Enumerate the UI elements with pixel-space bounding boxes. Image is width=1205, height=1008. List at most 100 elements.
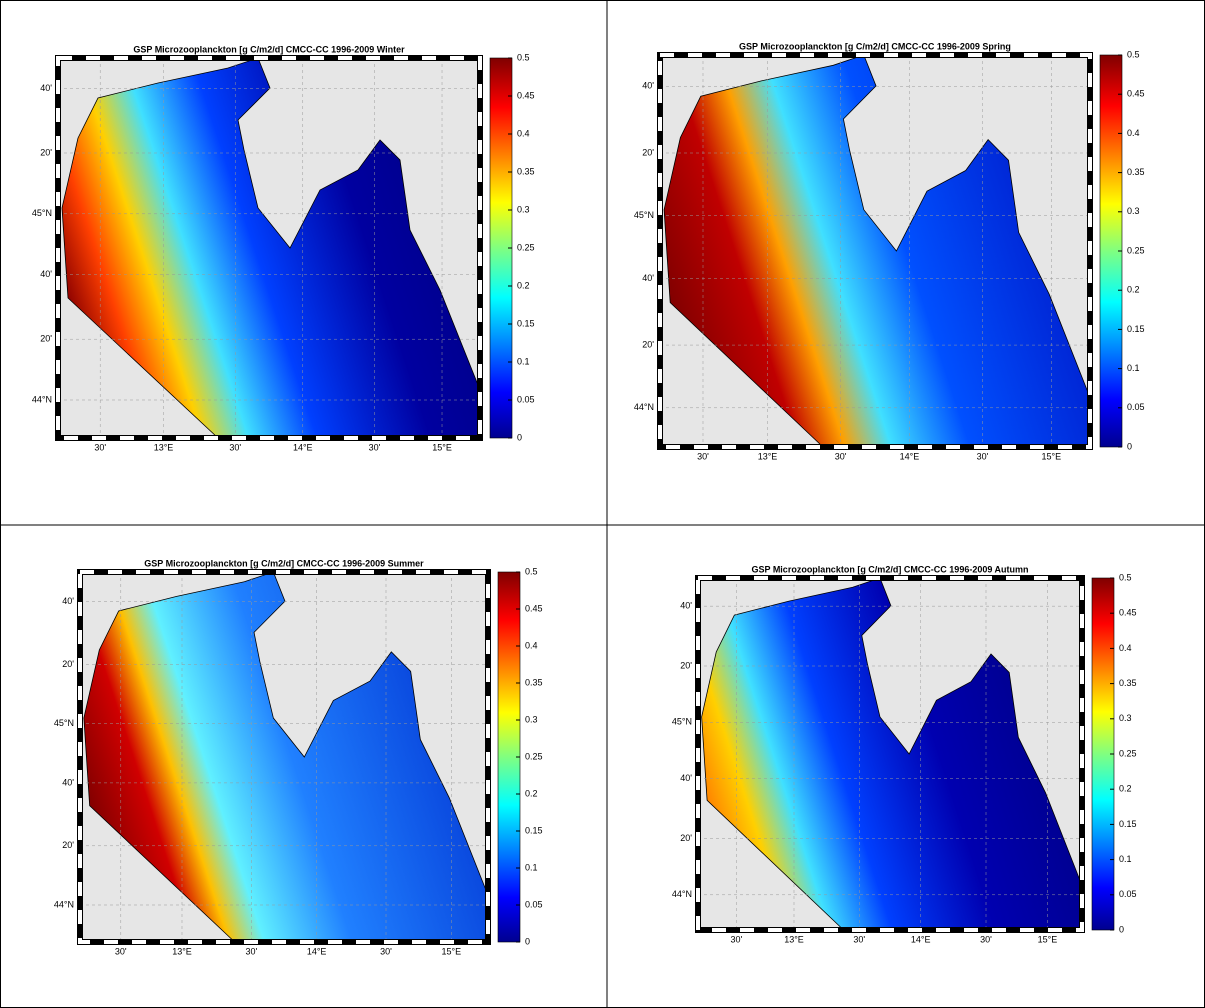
map-panel: GSP Microzooplanckton [g C/m2/d] CMCC-CC… bbox=[672, 564, 1137, 944]
colorbar-tick-label: 0.1 bbox=[1119, 854, 1132, 864]
lon-label: 30' bbox=[380, 946, 392, 956]
lat-label: 44°N bbox=[672, 889, 692, 899]
lat-label: 20' bbox=[62, 840, 74, 850]
lat-label: 20' bbox=[642, 339, 654, 349]
lon-label: 13°E bbox=[784, 934, 804, 944]
colorbar-tick-label: 0.35 bbox=[525, 677, 543, 687]
lon-label: 14°E bbox=[900, 451, 920, 461]
lon-label: 14°E bbox=[293, 442, 313, 452]
colorbar-tick-label: 0.35 bbox=[1119, 678, 1137, 688]
lat-label: 40' bbox=[62, 777, 74, 787]
lat-label: 45°N bbox=[32, 208, 52, 218]
colorbar-tick-label: 0 bbox=[1119, 924, 1124, 934]
lon-label: 30' bbox=[94, 442, 106, 452]
colorbar-tick-label: 0.1 bbox=[525, 862, 538, 872]
lat-label: 40' bbox=[680, 773, 692, 783]
colorbar-tick-label: 0.45 bbox=[1127, 89, 1145, 99]
lon-label: 30' bbox=[977, 451, 989, 461]
lon-label: 30' bbox=[245, 946, 257, 956]
map-frame-dash bbox=[56, 56, 482, 440]
lat-label: 40' bbox=[62, 596, 74, 606]
colorbar-tick-label: 0.2 bbox=[1127, 285, 1140, 295]
lon-label: 30' bbox=[853, 934, 865, 944]
lon-label: 30' bbox=[697, 451, 709, 461]
map-frame-dash bbox=[658, 53, 1092, 449]
lon-label: 15°E bbox=[1041, 451, 1061, 461]
colorbar-tick-label: 0.1 bbox=[1127, 363, 1140, 373]
lon-label: 15°E bbox=[432, 442, 452, 452]
colorbar-tick-label: 0.3 bbox=[1119, 713, 1132, 723]
colorbar-tick-label: 0.25 bbox=[525, 751, 543, 761]
lat-label: 45°N bbox=[672, 717, 692, 727]
lon-label: 30' bbox=[115, 946, 127, 956]
colorbar-tick-label: 0.45 bbox=[1119, 608, 1137, 618]
lon-label: 13°E bbox=[758, 451, 778, 461]
colorbar-tick-label: 0.4 bbox=[1119, 643, 1132, 653]
lon-label: 13°E bbox=[154, 442, 174, 452]
lat-label: 44°N bbox=[634, 402, 654, 412]
lon-label: 30' bbox=[229, 442, 241, 452]
colorbar-tick-label: 0.5 bbox=[517, 52, 530, 62]
lat-label: 45°N bbox=[54, 718, 74, 728]
map-frame-dash bbox=[78, 570, 490, 944]
lon-label: 30' bbox=[835, 451, 847, 461]
colorbar-tick-label: 0.15 bbox=[525, 825, 543, 835]
colorbar-tick-label: 0.3 bbox=[525, 714, 538, 724]
lon-label: 13°E bbox=[172, 946, 192, 956]
colorbar-tick-label: 0.05 bbox=[517, 394, 535, 404]
colorbar-tick-label: 0.2 bbox=[525, 788, 538, 798]
lat-label: 20' bbox=[40, 147, 52, 157]
map-panel: GSP Microzooplanckton [g C/m2/d] CMCC-CC… bbox=[634, 41, 1145, 461]
colorbar-tick-label: 0.35 bbox=[1127, 167, 1145, 177]
lon-label: 30' bbox=[980, 934, 992, 944]
colorbar-tick-label: 0 bbox=[517, 432, 522, 442]
colorbar-tick-label: 0.05 bbox=[1127, 402, 1145, 412]
colorbar-tick-label: 0.2 bbox=[1119, 784, 1132, 794]
colorbar-tick-label: 0.15 bbox=[517, 318, 535, 328]
colorbar-tick-label: 0.4 bbox=[1127, 128, 1140, 138]
lat-label: 20' bbox=[40, 334, 52, 344]
lat-label: 44°N bbox=[54, 899, 74, 909]
colorbar-tick-label: 0.2 bbox=[517, 280, 530, 290]
lon-label: 15°E bbox=[1038, 934, 1058, 944]
colorbar-tick-label: 0.25 bbox=[517, 242, 535, 252]
colorbar-tick-label: 0.5 bbox=[1127, 49, 1140, 59]
colorbar-tick-label: 0.15 bbox=[1127, 324, 1145, 334]
lat-label: 45°N bbox=[634, 210, 654, 220]
colorbar-tick-label: 0.3 bbox=[1127, 206, 1140, 216]
lat-label: 20' bbox=[642, 147, 654, 157]
colorbar-tick-label: 0.5 bbox=[525, 566, 538, 576]
colorbar-tick-label: 0.05 bbox=[1119, 889, 1137, 899]
colorbar-tick-label: 0.45 bbox=[517, 90, 535, 100]
colorbar-tick-label: 0.35 bbox=[517, 166, 535, 176]
lon-label: 14°E bbox=[307, 946, 327, 956]
colorbar-tick-label: 0 bbox=[1127, 441, 1132, 451]
panel-title: GSP Microzooplanckton [g C/m2/d] CMCC-CC… bbox=[144, 558, 424, 568]
lon-label: 15°E bbox=[441, 946, 461, 956]
lat-label: 20' bbox=[680, 833, 692, 843]
panel-title: GSP Microzooplanckton [g C/m2/d] CMCC-CC… bbox=[739, 41, 1011, 51]
colorbar-tick-label: 0.1 bbox=[517, 356, 530, 366]
lat-label: 40' bbox=[680, 601, 692, 611]
lat-label: 40' bbox=[642, 273, 654, 283]
lat-label: 40' bbox=[642, 81, 654, 91]
map-panel: GSP Microzooplanckton [g C/m2/d] CMCC-CC… bbox=[32, 44, 535, 452]
lat-label: 20' bbox=[680, 660, 692, 670]
colorbar-tick-label: 0.3 bbox=[517, 204, 530, 214]
map-frame-dash bbox=[696, 576, 1084, 932]
lon-label: 30' bbox=[369, 442, 381, 452]
colorbar-tick-label: 0 bbox=[525, 936, 530, 946]
colorbar-tick-label: 0.25 bbox=[1119, 748, 1137, 758]
lat-label: 40' bbox=[40, 269, 52, 279]
map-panel: GSP Microzooplanckton [g C/m2/d] CMCC-CC… bbox=[54, 558, 543, 956]
colorbar-tick-label: 0.05 bbox=[525, 899, 543, 909]
lon-label: 14°E bbox=[911, 934, 931, 944]
lon-label: 30' bbox=[731, 934, 743, 944]
lat-label: 40' bbox=[40, 83, 52, 93]
colorbar-tick-label: 0.45 bbox=[525, 603, 543, 613]
lat-label: 20' bbox=[62, 659, 74, 669]
colorbar-tick-label: 0.25 bbox=[1127, 245, 1145, 255]
lat-label: 44°N bbox=[32, 394, 52, 404]
